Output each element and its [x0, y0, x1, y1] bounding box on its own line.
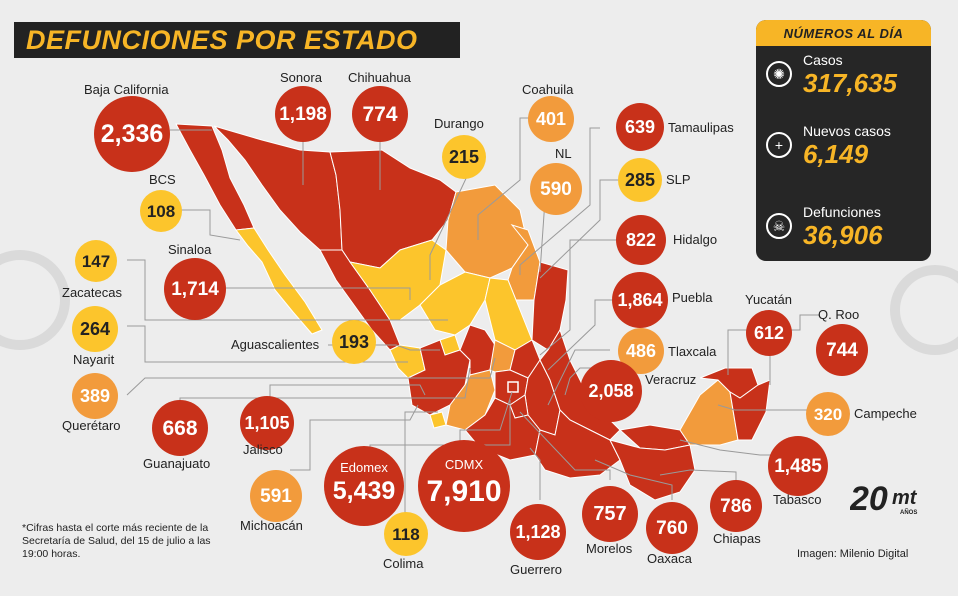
bubble-nl: 590	[530, 163, 582, 215]
bubble-cdmx: CDMX 7,910	[418, 440, 510, 532]
label-colima: Colima	[383, 556, 424, 571]
bubble-veracruz: 2,058	[580, 360, 642, 422]
label-hidalgo: Hidalgo	[673, 232, 718, 247]
stat-value: 317,635	[803, 68, 897, 98]
label-guanajuato: Guanajuato	[143, 456, 211, 471]
bubble-tabasco: 1,485	[768, 436, 828, 496]
cdmx-inner-label: CDMX	[444, 457, 484, 472]
stat-nuevos-casos: + Nuevos casos 6,149	[756, 117, 931, 177]
bubble-nayarit: 264	[72, 306, 118, 352]
stats-header: NÚMEROS AL DÍA	[756, 20, 931, 46]
state-bcs	[235, 227, 323, 335]
bubble-coahuila: 401	[528, 96, 574, 142]
bubble-chiapas: 786	[710, 480, 762, 532]
image-credit: Imagen: Milenio Digital	[797, 548, 909, 560]
label-puebla: Puebla	[672, 290, 713, 305]
state-cdmx	[507, 381, 519, 393]
label-zacatecas: Zacatecas	[62, 285, 122, 300]
bubble-sonora: 1,198	[275, 86, 331, 142]
bubble-aguascalientes: 193	[332, 320, 376, 364]
plus-icon: +	[766, 132, 792, 158]
skull-icon: ☠	[766, 213, 792, 239]
milenio-20-anios-logo: 20 mt AÑOS	[850, 480, 918, 518]
bubble-morelos: 757	[582, 486, 638, 542]
stat-casos: ✺ Casos 317,635	[756, 46, 931, 106]
bubble-michoacan: 591	[250, 470, 302, 522]
bubble-yucatan: 612	[746, 310, 792, 356]
bubble-slp: 285	[618, 158, 662, 202]
bubble-hidalgo: 822	[616, 215, 666, 265]
edomex-inner-label: Edomex	[340, 460, 388, 475]
label-oaxaca: Oaxaca	[647, 551, 692, 566]
title-bar: DEFUNCIONES POR ESTADO	[14, 22, 460, 58]
bubble-oaxaca: 760	[646, 502, 698, 554]
logo-sub: AÑOS	[900, 509, 917, 516]
leader-lines	[126, 117, 820, 525]
stat-label: Defunciones	[803, 204, 881, 220]
logo-number: 20	[850, 480, 888, 518]
label-chiapas: Chiapas	[713, 531, 761, 546]
label-durango: Durango	[434, 116, 484, 131]
label-nl: NL	[555, 146, 572, 161]
bubble-bcs: 108	[140, 190, 182, 232]
state-coahuila	[445, 184, 529, 279]
label-tlaxcala: Tlaxcala	[668, 344, 717, 359]
page-title: DEFUNCIONES POR ESTADO	[26, 24, 418, 55]
stat-defunciones: ☠ Defunciones 36,906	[756, 198, 931, 258]
label-sinaloa: Sinaloa	[168, 242, 212, 257]
bubble-colima: 118	[384, 512, 428, 556]
bubble-guerrero: 1,128	[510, 504, 566, 560]
label-nayarit: Nayarit	[73, 352, 115, 367]
label-morelos: Morelos	[586, 541, 633, 556]
label-michoacan: Michoacán	[240, 518, 303, 533]
bubble-durango: 215	[442, 135, 486, 179]
label-slp: SLP	[666, 172, 691, 187]
bubble-tlaxcala: 486	[618, 328, 664, 374]
bubble-edomex: Edomex 5,439	[324, 446, 404, 526]
label-baja-california: Baja California	[84, 82, 169, 97]
label-bcs: BCS	[149, 172, 176, 187]
bubble-chihuahua: 774	[352, 86, 408, 142]
label-veracruz: Veracruz	[645, 372, 697, 387]
label-queretaro: Querétaro	[62, 418, 121, 433]
bubble-qroo: 744	[816, 324, 868, 376]
bubble-jalisco: 1,105	[240, 396, 294, 450]
stat-label: Nuevos casos	[803, 123, 891, 139]
label-chihuahua: Chihuahua	[348, 70, 411, 85]
stat-value: 36,906	[803, 220, 883, 250]
label-tabasco: Tabasco	[773, 492, 822, 507]
stats-panel: NÚMEROS AL DÍA ✺ Casos 317,635 + Nuevos …	[756, 20, 931, 261]
virus-icon: ✺	[766, 61, 792, 87]
label-guerrero: Guerrero	[510, 562, 563, 577]
bubble-queretaro: 389	[72, 373, 118, 419]
state-colima	[429, 411, 447, 429]
virus-decoration	[0, 250, 958, 355]
logo-brand: mt	[892, 487, 918, 509]
bubble-puebla: 1,864	[612, 272, 668, 328]
label-sonora: Sonora	[280, 70, 322, 85]
label-aguascalientes: Aguascalientes	[231, 337, 320, 352]
label-yucatan: Yucatán	[745, 292, 792, 307]
bubble-guanajuato: 668	[152, 400, 208, 456]
bubble-tamaulipas: 639	[616, 103, 664, 151]
label-campeche: Campeche	[854, 406, 917, 421]
label-coahuila: Coahuila	[522, 82, 574, 97]
label-qroo: Q. Roo	[818, 307, 860, 322]
bubble-zacatecas: 147	[75, 240, 117, 282]
footnote: *Cifras hasta el corte más reciente de l…	[22, 522, 211, 560]
bubble-campeche: 320	[806, 392, 850, 436]
stat-label: Casos	[803, 52, 843, 68]
label-jalisco: Jalisco	[243, 442, 283, 457]
bubble-baja-california: 2,336	[94, 96, 170, 172]
bubble-sinaloa: 1,714	[164, 258, 226, 320]
stat-value: 6,149	[803, 139, 869, 169]
label-tamaulipas: Tamaulipas	[668, 120, 734, 135]
